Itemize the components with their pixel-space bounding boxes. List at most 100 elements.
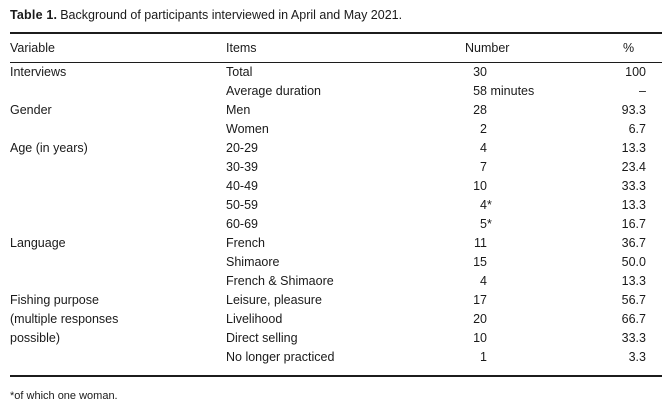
table-row: (multiple responses Livelihood 20 66.7 — [10, 310, 662, 329]
cell-variable: Interviews — [10, 65, 67, 79]
cell-number: 58 minutes — [465, 82, 620, 101]
cell-variable: Fishing purpose — [10, 293, 99, 307]
cell-number: 4 — [465, 139, 620, 158]
cell-number-value: 30 — [473, 65, 487, 79]
cell-item: Leisure, pleasure — [226, 293, 322, 307]
cell-number: 15 — [465, 253, 620, 272]
cell-number-value: 4 — [480, 274, 487, 288]
cell-number-suffix: * — [487, 198, 492, 212]
cell-percent: 100 — [625, 65, 646, 79]
table-row: Interviews Total 30 100 — [10, 63, 662, 82]
cell-percent: 93.3 — [621, 103, 646, 117]
cell-number-value: 58 — [473, 84, 487, 98]
cell-number: 17 — [465, 291, 620, 310]
cell-percent: 33.3 — [621, 179, 646, 193]
cell-number: 11 — [465, 234, 620, 253]
table-footnote: *of which one woman. — [10, 390, 118, 402]
cell-percent: 66.7 — [621, 312, 646, 326]
cell-item: 30-39 — [226, 160, 258, 174]
cell-number-value: 10 — [473, 331, 487, 345]
cell-variable — [10, 120, 226, 139]
cell-number-value: 20 — [473, 312, 487, 326]
cell-percent: – — [639, 84, 646, 98]
table-row: 40-49 10 33.3 — [10, 177, 662, 196]
cell-percent: 33.3 — [621, 331, 646, 345]
cell-number: 2 — [465, 120, 620, 139]
cell-number-value: 4 — [480, 198, 487, 212]
table-title-label: Table 1. — [10, 8, 58, 22]
cell-number: 4* — [465, 196, 620, 215]
cell-percent: 36.7 — [621, 236, 646, 250]
cell-number: 20 — [465, 310, 620, 329]
table-row: 50-59 4* 13.3 — [10, 196, 662, 215]
table-bottom-rule — [10, 375, 662, 377]
cell-number: 4 — [465, 272, 620, 291]
cell-number: 30 — [465, 63, 620, 82]
cell-item: 40-49 — [226, 179, 258, 193]
cell-item: 50-59 — [226, 198, 258, 212]
cell-variable — [10, 82, 226, 101]
cell-variable: Language — [10, 236, 66, 250]
cell-item: 20-29 — [226, 141, 258, 155]
cell-variable: Gender — [10, 103, 52, 117]
table-title-text: Background of participants interviewed i… — [60, 8, 403, 22]
cell-percent: 13.3 — [621, 141, 646, 155]
cell-percent: 6.7 — [628, 122, 646, 136]
cell-number-value: 5 — [480, 217, 487, 231]
cell-number-value: 17 — [473, 293, 487, 307]
cell-variable — [10, 253, 226, 272]
cell-number: 10 — [465, 329, 620, 348]
table-row: Women 2 6.7 — [10, 120, 662, 139]
cell-number-value: 11 — [474, 236, 487, 250]
column-header-variable: Variable — [10, 41, 55, 55]
cell-item: French & Shimaore — [226, 274, 334, 288]
cell-variable — [10, 215, 226, 234]
column-header-percent: % — [623, 41, 635, 55]
table-row: possible) Direct selling 10 33.3 — [10, 329, 662, 348]
table-header-row: Variable Items Number % — [10, 34, 662, 62]
cell-variable — [10, 158, 226, 177]
table-row: No longer practiced 1 3.3 — [10, 348, 662, 367]
cell-item: French — [226, 236, 265, 250]
cell-number: 28 — [465, 101, 620, 120]
cell-item: Women — [226, 122, 269, 136]
cell-item: Livelihood — [226, 312, 283, 326]
cell-number-value: 7 — [480, 160, 487, 174]
cell-variable — [10, 348, 226, 367]
cell-variable — [10, 196, 226, 215]
cell-variable: Age (in years) — [10, 141, 88, 155]
table-body: Interviews Total 30 100 Average duration 58 m… — [0, 63, 672, 367]
cell-number: 1 — [465, 348, 620, 367]
cell-number: 10 — [465, 177, 620, 196]
cell-item: Men — [226, 103, 251, 117]
table-row: Age (in years) 20-29 4 13.3 — [10, 139, 662, 158]
cell-item: Total — [226, 65, 253, 79]
column-header-items: Items — [226, 41, 257, 55]
table-title: Table 1. Background of participants inter… — [10, 8, 662, 22]
cell-percent: 23.4 — [621, 160, 646, 174]
cell-percent: 13.3 — [621, 274, 646, 288]
table-row: Gender Men 28 93.3 — [10, 101, 662, 120]
cell-number: 7 — [465, 158, 620, 177]
cell-number-value: 2 — [480, 122, 487, 136]
cell-number-value: 10 — [473, 179, 487, 193]
cell-item: 60-69 — [226, 217, 258, 231]
table-row: Shimaore 15 50.0 — [10, 253, 662, 272]
cell-percent: 13.3 — [621, 198, 646, 212]
cell-variable: possible) — [10, 331, 61, 345]
column-header-number: Number — [465, 41, 510, 55]
cell-number-suffix: minutes — [487, 84, 535, 98]
table-top-rule — [10, 32, 662, 34]
cell-percent: 16.7 — [621, 217, 646, 231]
table-row: 60-69 5* 16.7 — [10, 215, 662, 234]
cell-number: 5* — [465, 215, 620, 234]
cell-number-value: 28 — [473, 103, 487, 117]
cell-percent: 3.3 — [628, 350, 646, 364]
table-row: French & Shimaore 4 13.3 — [10, 272, 662, 291]
cell-percent: 56.7 — [621, 293, 646, 307]
cell-variable — [10, 177, 226, 196]
cell-percent: 50.0 — [621, 255, 646, 269]
table-row: Language French 11 36.7 — [10, 234, 662, 253]
cell-variable: (multiple responses — [10, 312, 119, 326]
